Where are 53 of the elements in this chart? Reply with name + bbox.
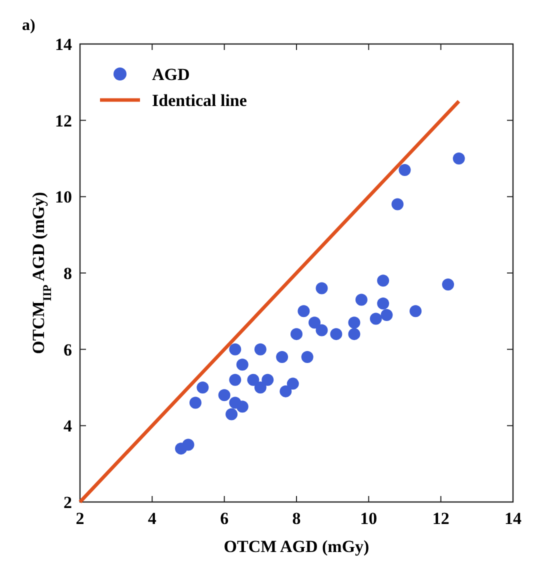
- point: [380, 308, 393, 321]
- x-tick-label: 12: [432, 509, 450, 528]
- point: [377, 298, 390, 310]
- y-tick-label: 6: [64, 340, 72, 360]
- point: [262, 374, 274, 386]
- point: [442, 278, 454, 290]
- point: [229, 374, 242, 386]
- y-tick-label: 2: [64, 493, 72, 512]
- point: [348, 328, 360, 340]
- point: [348, 316, 360, 329]
- legend-label: Identical line: [152, 91, 248, 110]
- x-tick-label: 14: [504, 509, 522, 528]
- y-tick-label: 14: [55, 35, 72, 54]
- point: [218, 389, 230, 402]
- x-tick-label: 6: [220, 509, 229, 528]
- point: [316, 282, 328, 294]
- text: a): [22, 17, 36, 34]
- point: [370, 312, 382, 325]
- point: [276, 350, 288, 363]
- point: [301, 350, 314, 363]
- point: [298, 305, 310, 318]
- x-tick-label: 8: [292, 509, 301, 528]
- point: [247, 374, 260, 386]
- point: [392, 198, 404, 210]
- point: [196, 382, 209, 394]
- point: [452, 152, 465, 164]
- y-tick-label: 12: [55, 111, 72, 130]
- point: [355, 294, 368, 306]
- point: [226, 408, 238, 420]
- point: [308, 316, 321, 329]
- y-tick-label: 4: [64, 416, 72, 436]
- legend-label: AGD: [152, 65, 190, 84]
- point: [254, 382, 266, 394]
- point: [229, 343, 242, 356]
- point: [330, 328, 342, 340]
- x-tick-label: 4: [148, 509, 157, 528]
- point: [316, 324, 328, 336]
- point: [410, 305, 422, 318]
- point: [286, 378, 299, 390]
- point: [189, 396, 202, 409]
- point: [398, 164, 411, 176]
- y-tick-label: 10: [55, 188, 72, 207]
- x-axis-title: OTCM AGD (mGy): [224, 537, 370, 556]
- y-tick-label: 8: [64, 264, 72, 283]
- point: [236, 400, 248, 413]
- point: [290, 328, 302, 340]
- point: [254, 343, 266, 356]
- point: [377, 274, 390, 287]
- point: [280, 385, 292, 398]
- point: [175, 442, 188, 455]
- x-tick-label: 2: [76, 509, 84, 528]
- point: [236, 358, 248, 371]
- x-tick-label: 10: [360, 509, 378, 528]
